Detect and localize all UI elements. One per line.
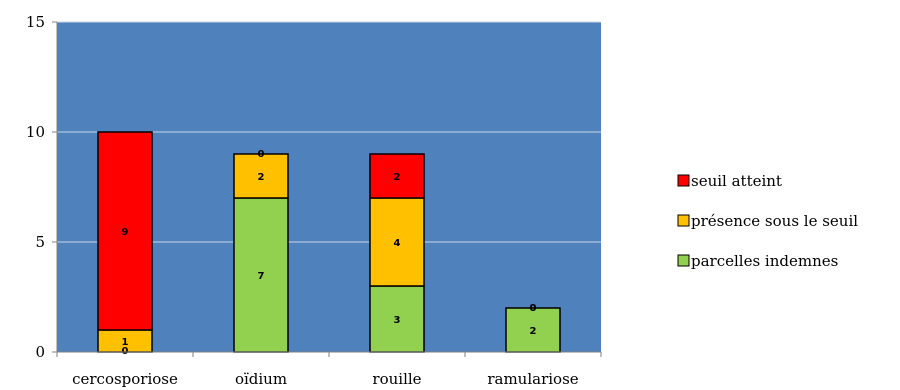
bar-segment (505, 307, 561, 353)
legend-label: seuil atteint (691, 172, 782, 190)
x-tick-label: cercosporiose (72, 370, 178, 388)
x-tick-label: oïdium (235, 370, 287, 388)
legend-swatch (677, 254, 690, 267)
data-label: 0 (258, 149, 265, 160)
data-label: 3 (394, 315, 401, 326)
data-label: 2 (530, 326, 537, 337)
bar-segment (369, 285, 425, 353)
data-label: 2 (394, 172, 401, 183)
x-tick-label: ramulariose (487, 370, 578, 388)
data-label: 1 (122, 337, 129, 348)
x-tick-label: rouille (372, 370, 421, 388)
legend-swatch (677, 214, 690, 227)
legend: seuil atteint présence sous le seuil parce… (677, 172, 858, 270)
bar-segment (97, 131, 153, 331)
y-tick-label: 15 (26, 13, 45, 31)
y-tick-label: 0 (35, 343, 45, 361)
legend-label: présence sous le seuil (691, 212, 858, 230)
y-tick-label: 10 (26, 123, 45, 141)
data-label: 7 (258, 271, 265, 282)
bar-segment (369, 153, 425, 199)
legend-swatch (677, 174, 690, 187)
legend-label: parcelles indemnes (691, 252, 838, 270)
data-label: 9 (122, 227, 129, 238)
bar-segment (369, 197, 425, 287)
y-axis-ticks: 0 5 10 15 (26, 13, 57, 361)
data-label: 4 (394, 238, 401, 249)
data-label: 2 (258, 172, 265, 183)
bars: 019720342200 (97, 131, 561, 357)
x-axis-ticks: cercosporiose oïdium rouille ramulariose (56, 352, 602, 388)
y-tick-label: 5 (35, 233, 45, 251)
data-label: 0 (530, 303, 537, 314)
bar-segment (233, 153, 289, 199)
data-label: 0 (530, 303, 537, 314)
bar-segment (233, 197, 289, 353)
